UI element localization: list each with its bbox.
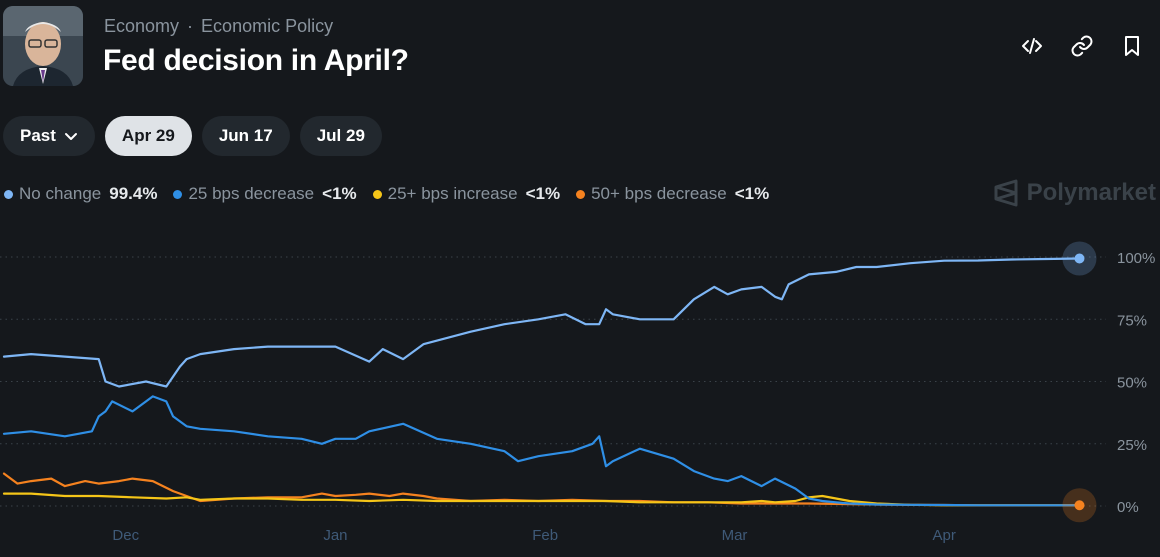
end-marker-50plus-bps-decrease	[1074, 500, 1085, 511]
page-title: Fed decision in April?	[103, 44, 409, 77]
tab-jul-29-label: Jul 29	[316, 126, 365, 145]
tab-jun-17-label: Jun 17	[218, 126, 273, 145]
legend-value: <1%	[734, 184, 770, 203]
watermark-text: Polymarket	[1026, 179, 1156, 206]
tab-apr-29-label: Apr 29	[121, 126, 175, 145]
legend-item-50plus-bps-decrease: 50+ bps decrease <1%	[576, 184, 769, 204]
series-line-25-bps-decrease	[2, 395, 1081, 507]
breadcrumb-economy[interactable]: Economy	[104, 16, 180, 36]
polymarket-logo-icon	[994, 179, 1018, 207]
legend-item-25bps-decrease: 25 bps decrease <1%	[173, 184, 357, 204]
legend-dot-25bps-decrease	[173, 189, 183, 199]
x-tick-label: Apr	[933, 527, 956, 544]
legend-label: 50+ bps decrease	[591, 184, 727, 203]
y-tick-label: 100%	[1117, 250, 1155, 267]
x-tick-label: Jan	[323, 527, 347, 544]
series-line-50plus-bps-decrease	[2, 472, 1081, 507]
polymarket-watermark: Polymarket	[993, 179, 1156, 207]
avatar-image	[3, 6, 83, 86]
legend-label: 25 bps decrease	[188, 184, 315, 203]
bookmark-button[interactable]	[1118, 32, 1146, 60]
code-icon	[1022, 38, 1042, 54]
y-tick-label: 50%	[1117, 375, 1147, 392]
copy-link-button[interactable]	[1068, 32, 1096, 60]
tab-jun-17[interactable]: Jun 17	[201, 116, 290, 156]
legend-dot-50plus-bps-decrease	[576, 189, 586, 199]
tab-jul-29[interactable]: Jul 29	[299, 116, 382, 156]
legend-label: 25+ bps increase	[387, 184, 518, 203]
tab-past-label: Past	[20, 126, 56, 145]
legend-item-25plus-bps-increase: 25+ bps increase <1%	[372, 184, 561, 204]
chevron-down-icon	[64, 133, 77, 140]
y-tick-label: 75%	[1117, 312, 1147, 329]
breadcrumb-economic-policy[interactable]: Economic Policy	[201, 16, 334, 36]
legend-label: No change	[19, 184, 102, 203]
legend-value: <1%	[525, 184, 561, 203]
x-tick-label: Mar	[722, 527, 748, 544]
legend-dot-no-change	[4, 189, 13, 199]
y-tick-label: 0%	[1117, 499, 1139, 516]
link-icon	[1071, 35, 1093, 57]
end-marker-no-change	[1074, 253, 1085, 264]
series-line-25plus-bps-increase	[2, 492, 1081, 507]
date-tabs: Past Apr 29 Jun 17 Jul 29	[3, 116, 382, 156]
embed-button[interactable]	[1018, 32, 1046, 60]
series-line-no-change	[2, 257, 1081, 388]
y-tick-label: 25%	[1117, 437, 1147, 454]
probability-chart: 100% 75% 50% 25% 0% Dec Jan Feb Mar Apr	[0, 241, 1155, 544]
chart-legend: No change 99.4% 25 bps decrease <1% 25+ …	[4, 184, 769, 204]
legend-value: 99.4%	[109, 184, 158, 203]
tab-past[interactable]: Past	[3, 116, 95, 156]
breadcrumb-separator: ·	[187, 16, 194, 36]
legend-item-no-change: No change 99.4%	[4, 184, 157, 204]
legend-value: <1%	[322, 184, 357, 203]
legend-dot-25plus-bps-increase	[372, 189, 382, 199]
header-actions	[1018, 32, 1146, 60]
breadcrumb: Economy · Economic Policy	[104, 16, 333, 37]
market-avatar	[3, 6, 83, 86]
tab-apr-29[interactable]: Apr 29	[104, 116, 192, 156]
bookmark-icon	[1125, 36, 1139, 56]
x-tick-label: Feb	[532, 527, 558, 544]
x-tick-label: Dec	[112, 527, 139, 544]
